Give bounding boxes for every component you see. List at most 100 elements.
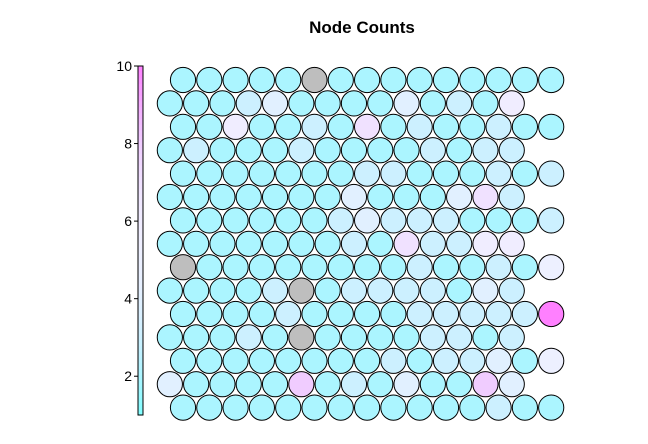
- node-cell: [275, 113, 302, 140]
- node-cell: [354, 113, 381, 140]
- colorbar-segment: [138, 240, 143, 247]
- node-cell: [406, 207, 433, 234]
- node-cell: [393, 183, 420, 211]
- node-cell: [472, 324, 499, 351]
- colorbar-segment: [138, 141, 143, 149]
- node-cell: [288, 90, 315, 117]
- node-cell: [301, 160, 328, 187]
- node-cell: [288, 371, 315, 398]
- node-cell: [472, 137, 499, 164]
- node-cell: [209, 324, 236, 351]
- colorbar-segment: [138, 257, 143, 265]
- node-cell: [183, 230, 210, 257]
- node-cell: [156, 90, 183, 117]
- node-cell: [538, 160, 565, 187]
- node-cell: [354, 347, 381, 374]
- node-cell: [327, 160, 354, 187]
- colorbar-segment: [138, 263, 143, 271]
- node-cell: [275, 207, 302, 234]
- node-cell: [340, 230, 368, 257]
- node-cell: [419, 277, 446, 304]
- node-cell: [367, 324, 394, 351]
- node-cell: [222, 66, 249, 94]
- node-cell: [380, 160, 407, 187]
- colorbar-segment: [138, 310, 143, 317]
- node-cell: [156, 183, 183, 211]
- colorbar-segment: [138, 385, 143, 393]
- node-cell: [340, 137, 368, 164]
- colorbar-segment: [138, 217, 143, 224]
- node-cell: [169, 254, 197, 281]
- colorbar-segment: [138, 153, 143, 160]
- node-cell: [196, 394, 223, 421]
- node-cell: [314, 137, 341, 164]
- node-cell: [248, 254, 275, 281]
- colorbar-segment: [138, 106, 143, 114]
- node-cell: [446, 90, 473, 117]
- node-cell: [314, 371, 341, 398]
- colorbar-segment: [138, 124, 143, 131]
- node-cell: [419, 324, 446, 351]
- node-cell: [485, 160, 512, 187]
- node-cell: [419, 137, 446, 164]
- node-cell: [261, 183, 289, 211]
- node-cell: [248, 394, 275, 421]
- node-cell: [209, 183, 236, 211]
- node-cell: [367, 137, 394, 164]
- colorbar-frame: [137, 65, 144, 416]
- colorbar-segment: [138, 275, 143, 282]
- node-cell: [340, 324, 368, 351]
- colorbar-segment: [138, 188, 143, 195]
- colorbar-segment: [138, 380, 143, 387]
- node-cell: [235, 371, 262, 398]
- node-cell: [301, 113, 328, 140]
- node-cell: [511, 113, 539, 140]
- colorbar-segment: [138, 118, 143, 125]
- node-cell: [222, 160, 249, 187]
- node-cell: [340, 371, 368, 398]
- node-cell: [498, 183, 525, 211]
- colorbar-segment: [138, 368, 143, 375]
- node-cell: [432, 207, 460, 234]
- node-cell: [209, 230, 236, 257]
- colorbar-segment: [138, 321, 143, 329]
- node-cell: [156, 137, 183, 164]
- node-cell: [446, 137, 473, 164]
- node-cell: [327, 207, 354, 234]
- node-cell: [354, 160, 381, 187]
- node-cell: [156, 277, 183, 304]
- colorbar-tick-label: 2: [124, 368, 132, 384]
- colorbar-segment: [138, 234, 143, 242]
- colorbar-segment: [138, 362, 143, 370]
- colorbar-segment: [138, 351, 143, 358]
- colorbar-ticks: 2 4 6 8 10: [116, 58, 138, 384]
- node-cell: [498, 371, 525, 398]
- node-cell: [327, 300, 354, 328]
- node-cell: [169, 66, 197, 94]
- node-cell: [340, 277, 368, 304]
- colorbar-tick-label: 8: [124, 136, 132, 152]
- node-cell: [248, 347, 275, 374]
- node-cell: [288, 277, 315, 304]
- node-cell: [393, 90, 420, 117]
- node-cell: [485, 394, 512, 421]
- node-cell: [340, 90, 368, 117]
- node-cell: [248, 160, 275, 187]
- colorbar-segment: [138, 391, 143, 399]
- node-cell: [301, 300, 328, 328]
- colorbar-segment: [138, 164, 143, 172]
- node-cell: [446, 277, 473, 304]
- node-cell: [327, 347, 354, 374]
- node-cell: [314, 183, 341, 211]
- node-cell: [511, 394, 539, 421]
- node-cell: [380, 254, 407, 281]
- node-cell: [367, 230, 394, 257]
- node-cell: [485, 66, 512, 94]
- node-cell: [169, 113, 197, 140]
- node-cell: [275, 394, 302, 421]
- node-cell: [354, 254, 381, 281]
- node-cell: [459, 113, 486, 140]
- node-cell: [354, 207, 381, 234]
- node-cell: [406, 394, 433, 421]
